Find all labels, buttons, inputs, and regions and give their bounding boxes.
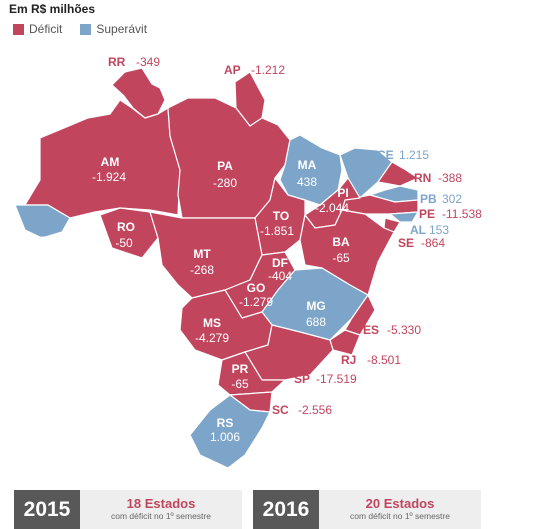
summary-2015-count: 18 Estados [126,496,196,511]
state-rs [189,394,271,469]
state-pr [217,351,286,396]
summary-2016: 20 Estados com déficit no 1º semestre [319,490,481,529]
state-value-ms: -4.279 [195,331,229,345]
state-value-sp: -17.519 [316,372,357,386]
state-value-to: -1.851 [260,224,294,238]
state-value-rj: -8.501 [367,353,401,367]
year-2016: 2016 [253,490,319,529]
state-code-rj: RJ [341,353,356,367]
brazil-map: RR -349 AP -1.212 AM-1.924 PA -280 MA 438 CE 1.215… [14,55,482,469]
footer-2015: 2015 18 Estados com déficit no 1º semest… [14,490,242,529]
state-value-pr: -65 [231,377,249,391]
state-code-am: AM [101,155,120,169]
state-code-ms: MS [203,316,221,330]
surplus-swatch [80,23,92,35]
state-value-ap: -1.212 [251,63,285,77]
state-value-es: -5.330 [387,323,421,337]
state-code-al: AL [410,223,426,237]
state-code-mt: MT [193,247,211,261]
state-es [344,294,376,336]
state-value-pa: -280 [213,176,237,190]
state-value-am: -1.924 [92,170,126,184]
legend-item-deficit: Déficit [13,22,62,36]
state-code-pi: PI [337,186,348,200]
state-value-df: -404 [268,269,292,283]
state-code-mg: MG [306,299,325,313]
state-al [389,211,419,223]
state-value-go: -1.279 [239,295,273,309]
state-value-rs: 1.006 [210,430,240,444]
state-code-sp: SP [294,372,310,386]
state-code-pb: PB [420,192,437,206]
year-2015: 2015 [14,490,80,529]
state-value-ma: 438 [297,175,317,189]
state-code-pr: PR [232,362,249,376]
state-code-pa: PA [217,159,233,173]
state-rr [111,67,166,119]
state-value-ac: 258 [28,248,48,262]
state-value-sc: -2.556 [298,403,332,417]
state-code-ba: BA [332,235,350,249]
state-code-rs: RS [217,416,234,430]
state-code-ro: RO [117,220,135,234]
deficit-swatch [13,23,24,35]
deficit-label: Déficit [29,22,63,36]
summary-2015: 18 Estados com déficit no 1º semestre [80,490,242,529]
state-ac [14,204,71,239]
state-value-mt: -268 [190,263,214,277]
state-value-al: 153 [429,223,449,237]
state-value-pe: -11.538 [442,207,482,221]
state-code-se: SE [398,236,414,250]
state-code-ac: AC [29,234,47,248]
state-code-rr: RR [108,55,126,69]
summary-2016-subtitle: com déficit no 1º semestre [350,511,450,521]
state-value-ce: 1.215 [399,148,429,162]
state-value-se: -864 [421,236,445,250]
legend-item-surplus: Superávit [80,22,147,36]
legend: Déficit Superávit [13,22,147,36]
surplus-label: Superávit [96,22,148,36]
summary-2015-subtitle: com déficit no 1º semestre [111,511,211,521]
state-code-rn: RN [414,171,431,185]
state-value-ro: -50 [115,236,133,250]
state-code-ce: CE [377,148,394,162]
state-value-ba: -65 [332,251,350,265]
state-value-pi: -2.044 [315,201,349,215]
state-code-es: ES [363,323,379,337]
state-code-df: DF [272,256,288,270]
state-value-rn: -388 [438,171,462,185]
unit-title: Em R$ milhões [9,2,96,16]
state-code-ap: AP [224,63,241,77]
state-code-to: TO [273,209,289,223]
state-value-mg: 688 [306,315,326,329]
state-code-pe: PE [419,207,435,221]
state-value-pb: 302 [442,192,462,206]
state-code-ma: MA [298,158,317,172]
footer-2016: 2016 20 Estados com déficit no 1º semest… [253,490,481,529]
state-code-go: GO [247,281,266,295]
summary-2016-count: 20 Estados [365,496,435,511]
state-code-sc: SC [272,403,289,417]
state-rn [377,161,419,187]
state-value-rr: -349 [136,55,160,69]
